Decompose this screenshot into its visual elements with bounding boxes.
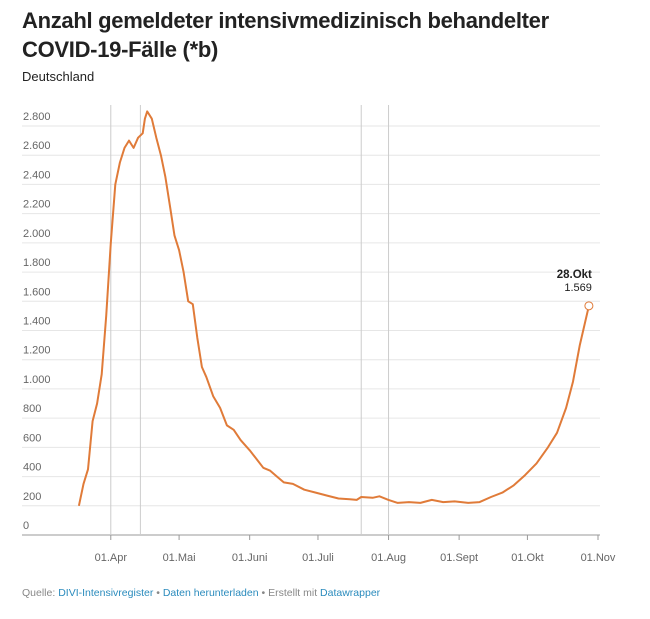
value-label: 1.569 [564,282,592,294]
credit-link[interactable]: Datawrapper [320,587,381,599]
x-tick-label: 01.Aug [371,552,406,564]
y-tick-label: 2.800 [23,111,51,123]
y-tick-label: 600 [23,432,41,444]
x-tick-label: 01.Okt [511,552,543,564]
y-tick-label: 1.800 [23,257,51,269]
y-tick-label: 1.000 [23,374,51,386]
y-tick-label: 1.200 [23,345,51,357]
annotation: 28.Okt [557,269,592,281]
credit-label: Erstellt mit [268,587,318,599]
highlight-point [584,301,594,311]
download-link[interactable]: Daten herunterladen [162,587,259,599]
y-tick-label: 2.200 [23,199,51,211]
footer: Quelle: DIVI-Intensivregister • Daten he… [22,587,381,599]
x-tick-label: 01.Sept [440,552,478,564]
x-tick-label: 01.Juni [232,552,267,564]
y-tick-label: 0 [23,520,29,532]
x-tick-label: 01.Mai [163,552,196,564]
chart-title: Anzahl gemeldeter intensivmedizinisch be… [22,8,549,62]
y-tick-label: 800 [23,403,41,415]
y-tick-label: 1.600 [23,286,51,298]
y-tick-label: 2.400 [23,169,51,181]
y-tick-label: 1.400 [23,316,51,328]
x-tick-label: 01.Juli [302,552,334,564]
source-link[interactable]: DIVI-Intensivregister [58,587,154,599]
source-label: Quelle: [22,587,56,599]
chart-subtitle: Deutschland [22,69,95,84]
y-tick-label: 2.600 [23,140,51,152]
line [77,110,590,507]
y-tick-label: 400 [23,462,41,474]
chart: 0 200 400 600 800 1.000 1.200 1.400 1.600 1.800 2.… [22,105,616,564]
x-tick-label: 01.Nov [581,552,616,564]
x-tick-label: 01.Apr [95,552,128,564]
y-tick-label: 2.000 [23,228,51,240]
y-tick-label: 200 [23,491,41,503]
